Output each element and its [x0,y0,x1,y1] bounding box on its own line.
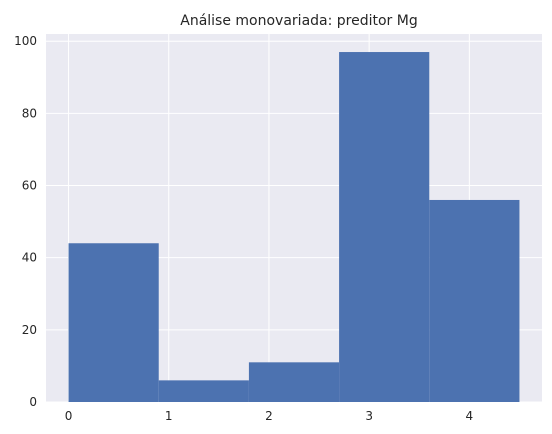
x-tick-label-1: 1 [165,409,173,423]
histogram-bar-4 [429,199,520,402]
x-tick-label-4: 4 [466,409,474,423]
histogram-bar-0 [68,243,159,402]
x-tick-label-0: 0 [65,409,73,423]
chart-title: Análise monovariada: preditor Mg [180,13,417,29]
y-tick-label-2: 40 [22,251,37,265]
histogram-bar-3 [339,52,430,402]
histogram-bar-2 [248,362,340,402]
x-tick-label-2: 2 [265,409,273,423]
y-tick-label-3: 60 [22,179,37,193]
histogram-bar-1 [158,380,249,402]
y-tick-label-5: 100 [14,34,37,48]
y-axis-ticks: 0 20 40 60 80 100 [14,34,37,409]
x-tick-label-3: 3 [365,409,373,423]
y-tick-label-4: 80 [22,106,37,120]
x-axis-ticks: 0 1 2 3 4 [65,409,473,423]
bars [68,52,520,402]
y-tick-label-1: 20 [22,323,37,337]
y-tick-label-0: 0 [29,395,37,409]
